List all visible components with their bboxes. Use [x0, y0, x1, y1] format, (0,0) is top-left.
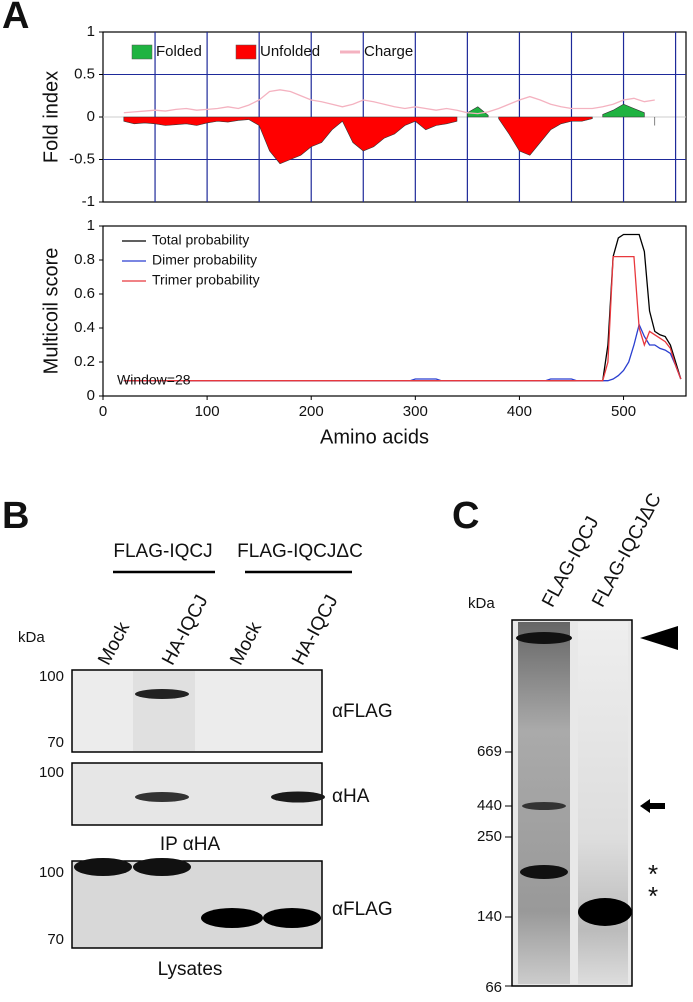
antibody: αFLAG — [332, 701, 393, 722]
y-tick-label: 0 — [87, 387, 95, 404]
x-tick-label: 300 — [403, 403, 428, 420]
band — [201, 908, 263, 928]
panel-label: B — [2, 495, 29, 537]
y-tick-label: 1 — [87, 217, 95, 234]
x-axis-title: Amino acids — [320, 426, 429, 448]
marker: 100 — [39, 668, 64, 685]
y-axis-title: Multicoil score — [40, 248, 62, 375]
band — [522, 802, 566, 810]
legend-label: Folded — [156, 43, 202, 60]
x-tick-label: 500 — [611, 403, 636, 420]
line — [123, 89, 655, 115]
plot-frame — [102, 225, 687, 397]
asterisk: * — [648, 859, 658, 889]
group-label: FLAG-IQCJΔC — [237, 541, 363, 562]
panel-b: FLAG-IQCJ FLAG-IQCJΔC Mock HA-IQCJ Mock … — [18, 541, 393, 980]
line — [123, 255, 682, 382]
x-tick-label: 100 — [195, 403, 220, 420]
arrow — [640, 799, 665, 813]
y-tick-label: 0.5 — [74, 65, 95, 82]
group-label: FLAG-IQCJ — [113, 541, 212, 562]
band — [520, 865, 568, 879]
y-tick-label: 0.8 — [74, 251, 95, 268]
marker: 70 — [47, 734, 64, 751]
band — [271, 791, 325, 803]
blot — [71, 669, 323, 753]
x-tick-label: 200 — [299, 403, 324, 420]
legend-swatch — [131, 44, 153, 60]
y-tick-label: -1 — [82, 193, 95, 210]
y-tick-label: 0 — [87, 108, 95, 125]
marker: 440 — [477, 797, 502, 814]
marker: 66 — [485, 979, 502, 996]
lane-label: Mock — [226, 618, 266, 668]
arrowhead — [640, 626, 678, 650]
kda-label: kDa — [18, 629, 45, 646]
lane-bg — [133, 671, 195, 751]
area — [467, 103, 645, 118]
annotation: Window=28 — [117, 372, 191, 388]
band — [263, 908, 321, 928]
caption: IP αHA — [160, 834, 221, 855]
y-tick-label: 0.6 — [74, 285, 95, 302]
legend-label: Unfolded — [260, 43, 320, 60]
y-axis-title: Fold index — [40, 71, 62, 163]
band — [578, 898, 632, 926]
antibody: αHA — [332, 786, 370, 807]
panel-c: FLAG-IQCJ FLAG-IQCJΔC kDa 669 440 250 14… — [468, 490, 678, 996]
marker: 100 — [39, 864, 64, 881]
lane-smear — [578, 622, 628, 984]
legend-label: Dimer probability — [152, 252, 257, 268]
caption: Lysates — [158, 959, 223, 980]
legend-label: Trimer probability — [152, 272, 260, 288]
y-tick-label: 0.2 — [74, 353, 95, 370]
marker: 669 — [477, 743, 502, 760]
kda-label: kDa — [468, 595, 495, 612]
band — [74, 858, 132, 876]
x-tick-label: 400 — [507, 403, 532, 420]
legend-label: Charge — [364, 43, 413, 60]
area — [123, 116, 656, 165]
legend-swatch — [235, 44, 257, 60]
band — [135, 689, 189, 699]
marker: 140 — [477, 908, 502, 925]
panel-a: -1 -0.5 0 0.5 1 Folded Unfolded Charge Fold inde… — [40, 23, 687, 448]
legend-label: Total probability — [152, 232, 249, 248]
band — [133, 858, 191, 876]
panel-label: C — [452, 495, 479, 537]
marker: 100 — [39, 764, 64, 781]
y-tick-label: 0.4 — [74, 319, 95, 336]
marker: 70 — [47, 931, 64, 948]
panel-label: A — [2, 0, 29, 37]
lane-label: HA-IQCJ — [288, 592, 342, 669]
marker: 250 — [477, 828, 502, 845]
band — [516, 632, 572, 644]
band — [135, 792, 189, 802]
asterisk: * — [648, 881, 658, 911]
blot — [71, 860, 323, 949]
x-tick-label: 0 — [99, 403, 107, 420]
lane-label: HA-IQCJ — [158, 592, 212, 669]
y-tick-label: -0.5 — [69, 150, 95, 167]
lane-label: FLAG-IQCJΔC — [588, 490, 666, 611]
antibody: αFLAG — [332, 899, 393, 920]
y-tick-label: 1 — [87, 23, 95, 40]
lane-label: Mock — [94, 618, 134, 668]
line — [123, 322, 682, 382]
